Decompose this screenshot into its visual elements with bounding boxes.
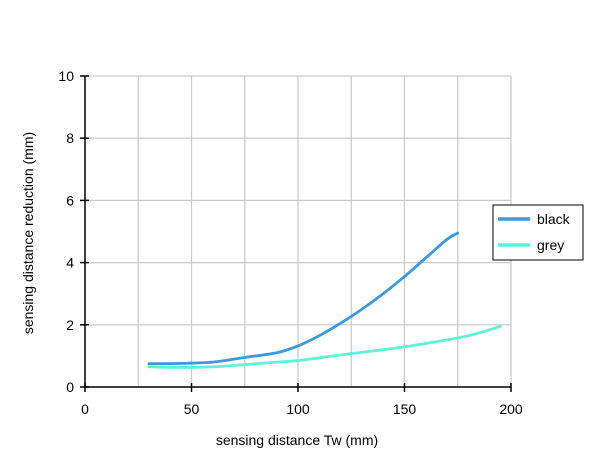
x-tick-label: 50 <box>184 401 200 417</box>
y-tick-label: 0 <box>66 379 74 395</box>
series-line-grey <box>147 324 502 369</box>
legend-label-black: black <box>537 211 571 227</box>
y-tick-label: 2 <box>66 317 74 333</box>
axes <box>80 75 512 392</box>
legend-label-grey: grey <box>537 237 564 253</box>
grid <box>85 75 512 387</box>
y-tick-label: 6 <box>66 192 74 208</box>
legend: black grey <box>492 204 584 261</box>
x-tick-label: 0 <box>81 401 89 417</box>
y-tick-label: 10 <box>58 68 74 84</box>
x-tick-label: 150 <box>393 401 417 417</box>
series-line-black <box>147 231 460 366</box>
legend-box <box>492 204 584 261</box>
x-axis-label: sensing distance Tw (mm) <box>216 432 378 448</box>
x-tick-label: 100 <box>286 401 310 417</box>
y-tick-label: 4 <box>66 255 74 271</box>
y-tick-label: 8 <box>66 130 74 146</box>
y-axis-label: sensing distance reduction (mm) <box>20 132 36 334</box>
x-tick-label: 200 <box>499 401 523 417</box>
series-lines <box>147 231 502 369</box>
